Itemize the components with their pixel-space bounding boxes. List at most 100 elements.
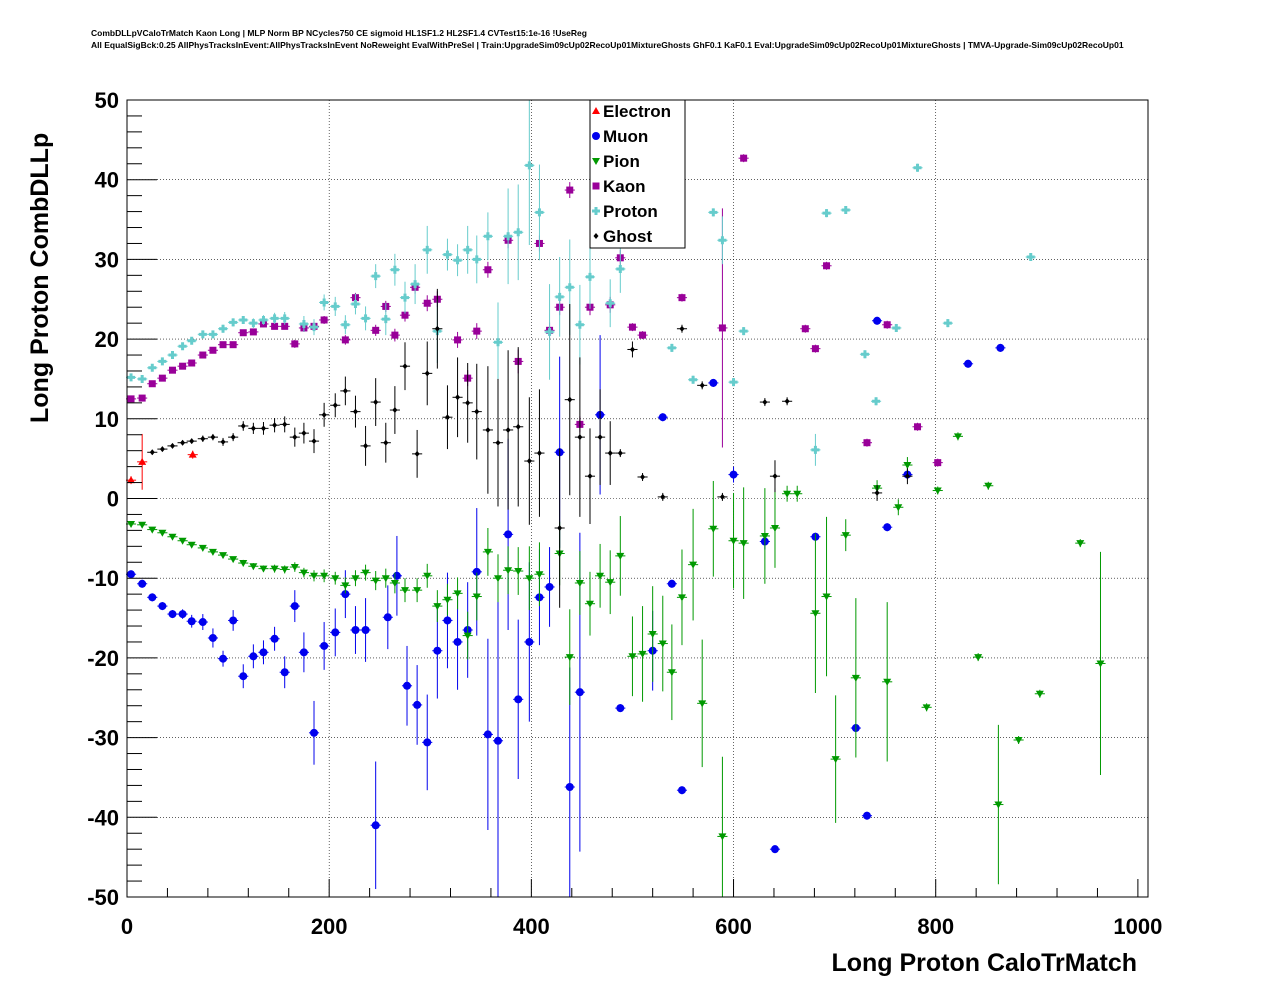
y-axis-label: Long Proton CombDLLp xyxy=(26,133,54,423)
data-point xyxy=(851,674,860,682)
data-point xyxy=(209,346,217,354)
data-point xyxy=(616,704,625,713)
data-point xyxy=(320,572,329,580)
data-point xyxy=(473,327,481,335)
data-point xyxy=(270,634,279,643)
x-tick-label: 400 xyxy=(513,914,550,939)
data-point xyxy=(443,596,452,604)
data-point xyxy=(565,654,574,662)
data-point xyxy=(770,845,779,854)
legend-marker-ghost xyxy=(593,233,599,239)
data-point xyxy=(860,350,869,359)
data-point xyxy=(678,294,686,302)
data-point xyxy=(575,579,584,587)
data-point xyxy=(383,439,389,446)
data-point xyxy=(159,446,165,453)
data-point xyxy=(310,323,319,332)
legend-marker-proton xyxy=(592,207,600,215)
legend-box xyxy=(589,99,686,249)
data-point xyxy=(526,458,532,465)
data-point xyxy=(660,493,666,500)
data-point xyxy=(729,537,738,545)
data-point xyxy=(525,575,534,583)
data-point xyxy=(515,423,521,430)
data-point xyxy=(718,236,727,245)
data-point xyxy=(270,314,279,323)
data-point xyxy=(229,318,238,327)
data-point xyxy=(400,587,409,595)
legend-label-muon: Muon xyxy=(603,127,648,146)
data-point xyxy=(575,688,584,697)
data-point xyxy=(699,382,705,389)
data-point xyxy=(443,250,452,259)
data-point xyxy=(514,228,523,237)
data-point xyxy=(535,571,544,579)
data-point xyxy=(383,613,392,622)
data-point xyxy=(903,462,912,470)
data-point xyxy=(220,438,226,445)
x-axis-label: Long Proton CaloTrMatch xyxy=(831,949,1137,977)
data-point xyxy=(361,314,370,323)
data-point xyxy=(536,450,542,457)
data-point xyxy=(453,590,462,598)
data-point xyxy=(922,704,931,712)
data-point xyxy=(811,345,819,353)
data-point xyxy=(229,616,238,625)
data-point xyxy=(883,678,892,686)
data-point xyxy=(933,487,942,495)
data-point xyxy=(577,434,583,441)
data-point xyxy=(472,567,481,576)
data-point xyxy=(823,262,831,270)
data-point xyxy=(208,330,217,339)
data-point xyxy=(484,266,492,274)
data-point xyxy=(535,208,544,217)
data-point xyxy=(403,681,412,690)
data-point xyxy=(239,672,248,681)
y-tick-label: 30 xyxy=(95,247,119,272)
data-point xyxy=(801,325,809,333)
data-point xyxy=(566,186,574,194)
data-point xyxy=(188,450,197,458)
legend-label-electron: Electron xyxy=(603,102,671,121)
data-point xyxy=(127,521,136,529)
data-point xyxy=(606,579,615,587)
x-tick-label: 800 xyxy=(917,914,954,939)
data-point xyxy=(341,582,350,590)
data-point xyxy=(433,603,442,611)
data-point xyxy=(280,314,289,323)
data-point xyxy=(138,457,147,465)
data-point xyxy=(331,628,340,637)
data-point xyxy=(230,434,236,441)
data-point xyxy=(259,565,268,573)
data-point xyxy=(271,322,279,330)
data-point xyxy=(514,695,523,704)
data-point xyxy=(495,439,501,446)
data-point xyxy=(689,561,698,569)
data-point xyxy=(892,323,901,332)
legend-marker-pion xyxy=(592,158,600,165)
data-point xyxy=(964,359,973,368)
data-point xyxy=(472,255,481,264)
series-electron xyxy=(125,433,198,490)
data-marks xyxy=(125,100,1106,897)
data-point xyxy=(443,616,452,625)
data-point xyxy=(390,579,399,587)
plot-title-line1: CombDLLpVCaloTrMatch Kaon Long | MLP Nor… xyxy=(91,28,587,38)
data-point xyxy=(1096,660,1105,668)
data-point xyxy=(187,541,196,549)
data-point xyxy=(433,646,442,655)
data-point xyxy=(934,459,942,467)
data-point xyxy=(718,324,726,332)
data-point xyxy=(545,582,554,591)
data-point xyxy=(371,577,380,585)
data-point xyxy=(250,425,256,432)
data-point xyxy=(413,700,422,709)
data-point xyxy=(811,610,820,618)
data-point xyxy=(282,421,288,428)
data-point xyxy=(873,316,882,325)
data-point xyxy=(401,311,409,319)
x-tick-label: 600 xyxy=(715,914,752,939)
data-point xyxy=(148,593,157,602)
data-point xyxy=(402,363,408,370)
